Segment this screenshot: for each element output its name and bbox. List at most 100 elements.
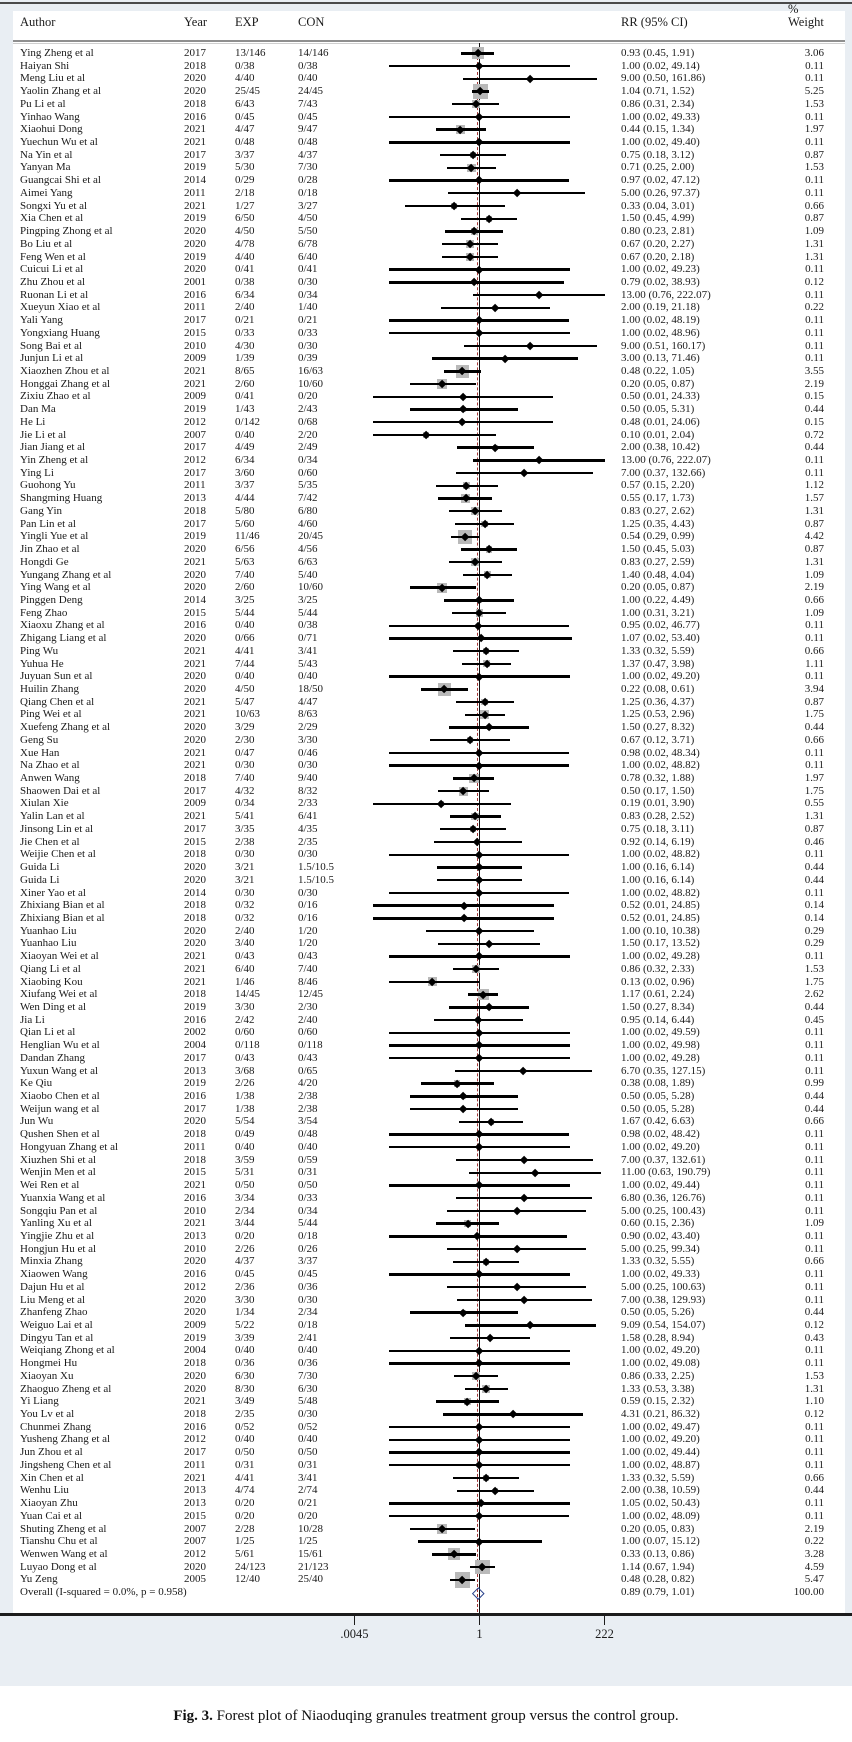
con-cell: 0/71 (298, 632, 318, 645)
rr-ci-cell: 1.00 (0.16, 6.14) (621, 861, 695, 874)
rr-ci-cell: 1.37 (0.47, 3.98) (621, 657, 695, 670)
weight-cell: 0.87 (804, 148, 824, 161)
rr-ci-cell: 0.52 (0.01, 24.85) (621, 899, 700, 912)
overall-weight-cell: 100.00 (793, 1586, 824, 1599)
weight-cell: 0.11 (805, 326, 824, 339)
rr-ci-cell: 1.00 (0.02, 48.82) (621, 848, 700, 861)
rr-ci-cell: 1.00 (0.02, 49.40) (621, 136, 700, 149)
weight-cell: 2.19 (804, 1522, 824, 1535)
rr-ci-cell: 1.00 (0.02, 49.33) (621, 110, 700, 123)
rr-ci-cell: 1.00 (0.10, 10.38) (621, 924, 700, 937)
exp-cell: 0/66 (235, 632, 255, 645)
weight-cell: 3.28 (804, 1547, 824, 1560)
header-separator (13, 40, 845, 42)
author-cell: Xiufang Wei et al (20, 988, 98, 1001)
rr-ci-cell: 1.17 (0.61, 2.24) (621, 988, 695, 1001)
weight-cell: 0.12 (804, 1319, 824, 1331)
rr-ci-cell: 0.98 (0.02, 48.42) (621, 1128, 700, 1141)
author-cell: Tianshu Chu et al (20, 1535, 98, 1548)
con-cell: 0/40 (298, 1433, 318, 1446)
year-cell: 2016 (184, 110, 206, 123)
con-cell: 0/48 (298, 136, 318, 149)
rr-ci-cell: 1.00 (0.02, 49.14) (621, 59, 700, 72)
year-cell: 2021 (184, 950, 206, 963)
exp-cell: 6/40 (235, 962, 255, 975)
plot-region (13, 11, 845, 1613)
author-cell: Bo Liu et al (20, 237, 73, 250)
weight-cell: 3.06 (804, 47, 824, 59)
author-cell: Weijie Chen et al (20, 848, 96, 861)
rr-ci-cell: 5.00 (0.25, 100.63) (621, 1280, 706, 1293)
year-cell: 2020 (184, 1115, 206, 1128)
rr-ci-cell: 0.52 (0.01, 24.85) (621, 911, 700, 924)
weight-cell: 1.97 (804, 772, 824, 785)
con-cell: 4/60 (298, 517, 318, 530)
exp-cell: 0/30 (235, 886, 255, 899)
exp-cell: 0/45 (235, 110, 255, 123)
year-cell: 2021 (184, 365, 206, 377)
weight-cell: 1.11 (805, 657, 824, 670)
exp-cell: 3/34 (235, 1191, 255, 1204)
rr-ci-cell: 4.31 (0.21, 86.32) (621, 1408, 700, 1421)
rr-ci-cell: 1.00 (0.22, 4.49) (621, 593, 695, 606)
con-cell: 6/63 (298, 555, 318, 568)
author-cell: Hongdi Ge (20, 555, 69, 568)
year-cell: 2012 (184, 415, 206, 428)
year-cell: 2009 (184, 797, 206, 810)
year-cell: 2020 (184, 581, 206, 594)
exp-cell: 3/21 (235, 873, 255, 886)
year-cell: 2011 (184, 479, 206, 492)
exp-cell: 4/78 (235, 237, 255, 250)
weight-cell: 0.66 (804, 1471, 824, 1484)
year-cell: 2020 (184, 225, 206, 238)
con-cell: 2/74 (298, 1484, 318, 1497)
year-cell: 2019 (184, 530, 206, 543)
year-cell: 2002 (184, 1026, 206, 1039)
con-cell: 1/20 (298, 924, 318, 937)
year-cell: 2018 (184, 988, 206, 1001)
rr-ci-cell: 5.00 (0.26, 97.37) (621, 186, 700, 199)
axis-tick (353, 1615, 356, 1625)
con-cell: 2/20 (298, 428, 318, 441)
rr-ci-cell: 1.00 (0.02, 49.28) (621, 950, 700, 963)
rr-ci-cell: 2.00 (0.38, 10.42) (621, 441, 700, 454)
weight-cell: 0.44 (804, 1484, 824, 1497)
weight-cell: 0.11 (805, 619, 824, 632)
con-cell: 0/18 (298, 1229, 318, 1242)
exp-cell: 6/56 (235, 543, 255, 556)
weight-cell: 0.15 (804, 415, 824, 428)
weight-cell: 1.53 (804, 97, 824, 110)
year-cell: 2021 (184, 657, 206, 670)
weight-cell: 1.53 (804, 161, 824, 174)
year-cell: 2017 (184, 822, 206, 835)
exp-cell: 0/41 (235, 263, 255, 276)
year-cell: 2012 (184, 1547, 206, 1560)
author-cell: Hongmei Hu (20, 1357, 78, 1370)
rr-ci-cell: 1.07 (0.02, 53.40) (621, 632, 700, 645)
author-cell: Xiaoyan Xu (20, 1369, 74, 1382)
weight-cell: 1.75 (804, 708, 824, 721)
weight-cell: 0.11 (805, 759, 824, 772)
rr-ci-cell: 0.20 (0.05, 0.87) (621, 377, 695, 390)
year-cell: 2020 (184, 1560, 206, 1573)
con-cell: 0/60 (298, 466, 318, 479)
weight-cell: 0.87 (804, 517, 824, 530)
rr-ci-cell: 0.67 (0.20, 2.18) (621, 250, 695, 263)
rr-ci-cell: 0.22 (0.08, 0.61) (621, 683, 695, 695)
author-cell: Xuefeng Zhang et al (20, 721, 111, 734)
exp-cell: 4/40 (235, 72, 255, 85)
con-cell: 0/40 (298, 72, 318, 85)
exp-cell: 6/30 (235, 1369, 255, 1382)
weight-cell: 0.12 (804, 1408, 824, 1421)
weight-cell: 0.66 (804, 1115, 824, 1128)
author-cell: Jin Zhao et al (20, 543, 80, 556)
rr-ci-cell: 1.25 (0.35, 4.43) (621, 517, 695, 530)
con-cell: 1/40 (298, 301, 318, 314)
year-cell: 2011 (184, 301, 206, 314)
exp-cell: 25/45 (235, 85, 261, 98)
year-cell: 2020 (184, 72, 206, 85)
year-cell: 2018 (184, 911, 206, 924)
con-cell: 0/21 (298, 1497, 318, 1510)
rr-ci-cell: 1.00 (0.31, 3.21) (621, 606, 695, 619)
author-cell: Xiaozhen Zhou et al (20, 365, 110, 377)
